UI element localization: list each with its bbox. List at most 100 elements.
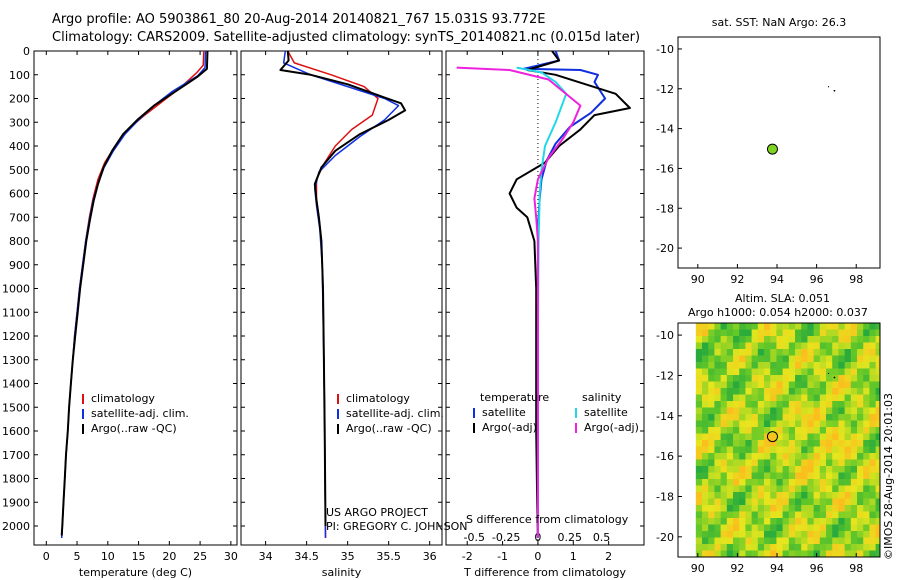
sla-cell [826,433,833,441]
sla-cell [875,440,881,447]
sla-cell [788,420,796,428]
sla-cell [757,505,765,512]
sla-cell [733,440,740,447]
sla-cell [770,537,777,545]
sla-cell [850,518,858,525]
sla-cell [850,531,858,538]
salinity-line-climatology [287,50,379,538]
sla-cell [875,524,881,532]
sla-cell [733,544,740,551]
difference-x-tick-label: 2 [605,550,612,563]
sla-cell [770,518,777,525]
sst-map-x-tick-label: 92 [730,273,744,286]
sla-cell [757,518,765,525]
sla-cell [726,349,734,356]
sla-cell [702,323,709,330]
sla-cell [708,492,715,499]
sla-cell [844,323,852,330]
sla-cell [714,537,722,545]
sla-cell [726,420,734,428]
sla-cell [869,368,877,376]
sla-cell [838,537,846,545]
sla-cell [757,329,765,337]
sla-cell [733,472,740,480]
sla-cell [782,427,790,434]
sla-cell [751,401,759,408]
title-line-2: Climatology: CARS2009. Satellite-adjuste… [52,30,641,45]
depth-tick-label: 1100 [2,306,30,319]
sla-cell [795,323,802,330]
sla-cell [751,323,759,330]
sla-cell [813,414,821,421]
sla-cell [720,453,728,460]
sla-cell [875,336,881,343]
sla-cell [757,388,765,395]
sla-cell [788,394,796,402]
sla-cell [869,388,877,395]
sla-cell [708,518,715,525]
sla-cell [832,414,839,421]
sla-cell [813,544,821,551]
sla-cell [739,433,746,441]
sla-cell [819,498,827,506]
sla-cell [708,388,715,395]
sla-cell [850,388,858,395]
sla-map-x-tick-label: 96 [810,562,824,575]
sla-cell [733,349,740,356]
sla-cell [714,381,722,389]
sla-cell [745,355,753,363]
sla-heatmap [695,323,881,558]
sla-cell [807,388,815,395]
sla-cell [819,524,827,532]
sla-cell [857,524,864,532]
difference-x-label: T difference from climatology [463,566,626,579]
sla-cell [726,362,734,369]
sla-cell [757,336,765,343]
sla-cell [695,349,703,356]
sla-cell [726,329,734,337]
sla-cell [863,427,870,434]
sla-cell [720,368,728,376]
sla-cell [720,466,728,473]
sla-cell [850,453,858,460]
sla-cell [782,524,790,532]
sla-cell [819,414,827,421]
sla-cell [850,336,858,343]
sla-cell [751,420,759,428]
sla-cell [807,479,815,486]
sla-cell [869,524,877,532]
sla-cell [757,368,765,376]
sla-cell [702,485,709,493]
sla-cell [863,472,870,480]
sla-cell [776,537,784,545]
sla-cell [875,544,881,551]
difference-legend-s-satellite-label: satellite [584,406,628,419]
sla-cell [764,368,771,376]
sla-cell [801,531,808,538]
sla-cell [757,349,765,356]
sla-cell [857,485,864,493]
sla-cell [819,433,827,441]
sla-cell [838,440,846,447]
difference-top-tick-label: -0.5 [464,531,485,544]
sla-cell [726,407,734,415]
sla-cell [844,440,852,447]
sla-cell [751,531,759,538]
sla-cell [776,407,784,415]
sla-cell [702,453,709,460]
sla-cell [863,544,870,551]
sla-cell [757,446,765,454]
sla-cell [875,414,881,421]
sla-cell [726,479,734,486]
sla-cell [819,511,827,519]
sla-cell [801,388,808,395]
sla-cell [857,492,864,499]
sla-cell [776,550,784,558]
sla-cell [695,368,703,376]
sla-cell [838,388,846,395]
sla-cell [764,531,771,538]
sla-cell [733,381,740,389]
sla-cell [751,446,759,454]
sla-cell [844,336,852,343]
sla-cell [776,498,784,506]
